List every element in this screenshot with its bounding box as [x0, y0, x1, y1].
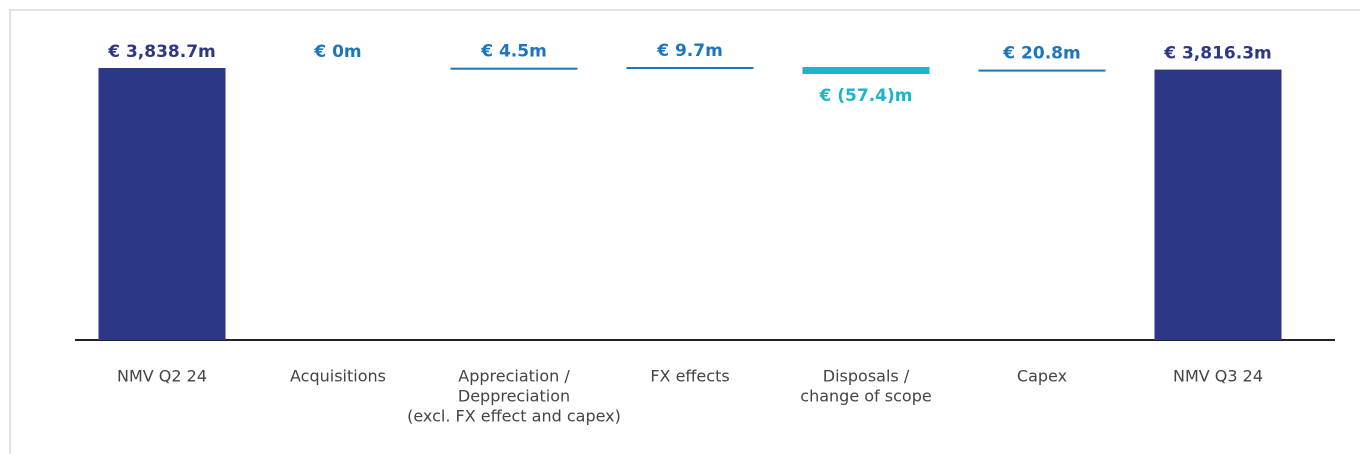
value-label: € 20.8m — [1002, 44, 1080, 64]
x-tick-label: Capex — [1017, 367, 1067, 386]
value-label: € (57.4)m — [819, 86, 913, 106]
x-tick-label: NMV Q3 24 — [1173, 367, 1263, 386]
bar — [1154, 69, 1282, 340]
value-label: € 9.7m — [656, 41, 723, 61]
x-tick-label: Acquisitions — [290, 367, 386, 386]
x-tick-label: Appreciation / — [458, 367, 570, 386]
x-tick-label: Disposals / — [823, 367, 910, 386]
value-label: € 3,838.7m — [107, 42, 216, 62]
bar — [626, 67, 754, 69]
bar — [450, 67, 578, 70]
value-label: € 4.5m — [480, 42, 547, 62]
bar — [978, 69, 1106, 72]
frame — [9, 9, 1360, 454]
x-tick-label: FX effects — [650, 367, 729, 386]
x-tick-label: Deppreciation — [458, 387, 570, 406]
x-tick-label: change of scope — [800, 387, 931, 406]
x-tick-label: NMV Q2 24 — [117, 367, 207, 386]
bar — [802, 67, 930, 74]
value-label: € 0m — [313, 42, 361, 62]
bar — [98, 68, 226, 340]
x-tick-label: (excl. FX effect and capex) — [407, 407, 621, 426]
value-label: € 3,816.3m — [1163, 44, 1272, 64]
